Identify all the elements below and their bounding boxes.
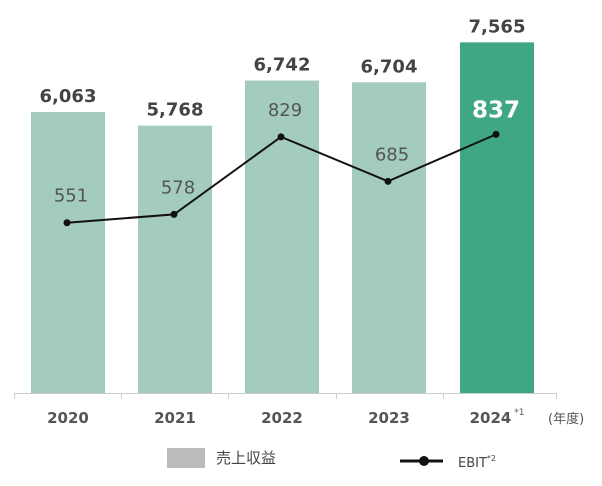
- x-tick-label: 2020: [47, 409, 89, 427]
- x-tick-label: 2022: [261, 409, 303, 427]
- ebit-point-2023: [384, 177, 392, 185]
- ebit-point-2024: [492, 130, 500, 138]
- bar-value-label: 6,704: [361, 56, 418, 77]
- x-tick-label: 2021: [154, 409, 196, 427]
- ebit-value-label: 578: [161, 177, 195, 198]
- footnote-mark: *2: [487, 454, 496, 463]
- bar-2020: [31, 111, 105, 393]
- bar-2022: [245, 80, 319, 393]
- legend-swatch-revenue: [167, 448, 205, 468]
- legend-label-revenue: 売上収益: [216, 449, 276, 467]
- unit-label: (年度): [548, 411, 584, 427]
- footnote-mark: *1: [511, 408, 524, 418]
- bar-value-label: 6,742: [254, 55, 311, 76]
- ebit-value-label: 837: [472, 97, 520, 123]
- bar-value-label: 6,063: [40, 86, 97, 107]
- bar-value-label: 7,565: [469, 16, 526, 37]
- ebit-point-2021: [170, 210, 178, 218]
- legend-label-ebit: EBIT*2: [458, 454, 496, 471]
- bar-value-label: 5,768: [147, 100, 204, 121]
- bar-2023: [352, 82, 426, 394]
- ebit-value-label: 829: [268, 100, 302, 121]
- x-tick-label: 2024 *1: [470, 408, 525, 427]
- ebit-value-label: 551: [54, 186, 88, 207]
- ebit-point-2020: [63, 219, 71, 227]
- ebit-point-2022: [277, 133, 285, 141]
- legend-swatch-ebit-point: [419, 456, 429, 466]
- ebit-value-label: 685: [375, 144, 409, 165]
- bar-2024: [460, 42, 534, 394]
- bar-2021: [138, 125, 212, 393]
- x-tick-label: 2023: [368, 409, 410, 427]
